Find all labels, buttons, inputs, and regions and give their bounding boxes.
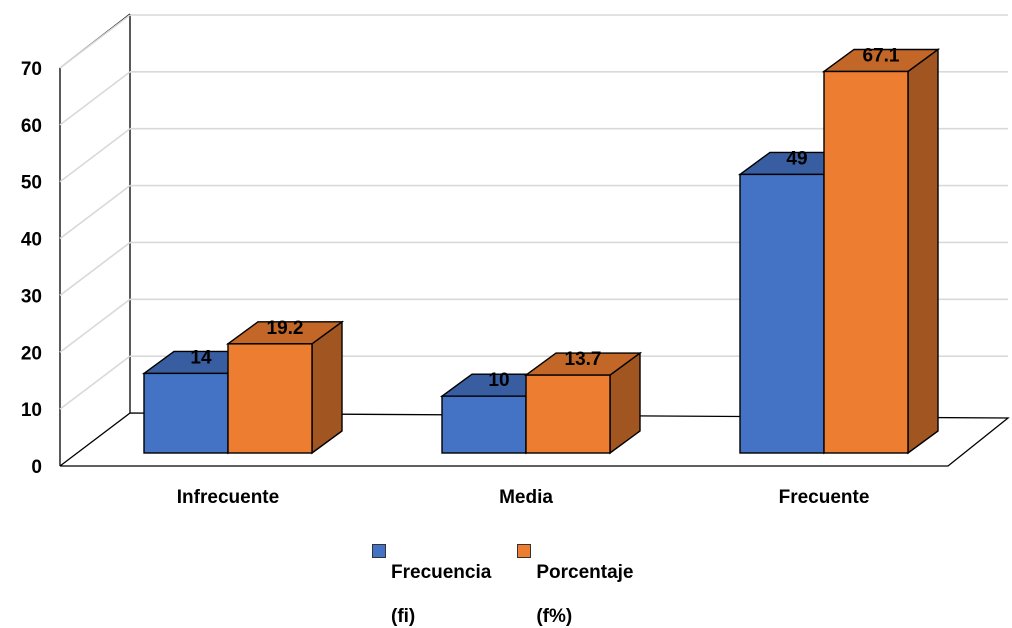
x-category-label: Frecuente [779,487,870,508]
gridline-side [59,184,131,240]
legend-label-porcentaje: Porcentaje (f%) [536,540,633,628]
x-category-label: Media [499,487,553,508]
gridline-side [59,71,131,126]
gridline-side [59,298,131,353]
bar [441,395,527,454]
bar [227,343,313,454]
y-tick-label: 40 [21,230,42,251]
bar [823,70,909,454]
legend: Frecuencia (fi) Porcentaje (f%) [372,540,633,628]
y-tick-label: 30 [21,286,42,307]
gridline-side [59,355,131,410]
y-tick-label: 50 [21,173,42,194]
y-tick-label: 70 [21,59,42,80]
y-tick-label: 0 [31,457,42,478]
bar-side-face [907,48,939,455]
legend-label-frecuencia-line2: (fi) [391,606,416,627]
data-label: 49 [786,148,807,169]
data-label: 14 [190,347,212,368]
gridline-side [59,14,131,69]
bar [739,173,825,454]
bar [143,372,229,454]
bar [525,374,611,454]
legend-label-porcentaje-line2: (f%) [536,606,573,627]
floor-outline [59,412,1010,467]
data-label: 19.2 [267,318,304,339]
gridline-side [59,128,131,183]
x-category-label: Infrecuente [177,487,279,508]
chart: 0 10 20 30 40 50 60 70 14 19.2 Infrecuente 10 13.7 Me… [21,13,1010,508]
legend-label-frecuencia-line1: Frecuencia [391,562,492,583]
legend-swatch-porcentaje [517,544,532,558]
legend-swatch-frecuencia [372,544,386,558]
y-tick-label: 60 [21,116,42,137]
chart-svg: 0 10 20 30 40 50 60 70 14 19.2 Infrecuente 10 13.7 Me… [21,13,1010,508]
y-tick-label: 20 [21,343,42,364]
legend-item-porcentaje: Porcentaje (f%) [517,540,633,628]
y-tick-label: 10 [21,400,42,421]
legend-item-frecuencia: Frecuencia (fi) [372,540,491,628]
bar-side-face [311,320,343,455]
legend-label-porcentaje-line1: Porcentaje [536,562,634,583]
data-label: 67.1 [863,45,900,66]
legend-label-frecuencia: Frecuencia (fi) [391,540,491,628]
gridline-side [59,241,131,297]
data-label: 13.7 [565,349,602,370]
data-label: 10 [488,370,509,391]
